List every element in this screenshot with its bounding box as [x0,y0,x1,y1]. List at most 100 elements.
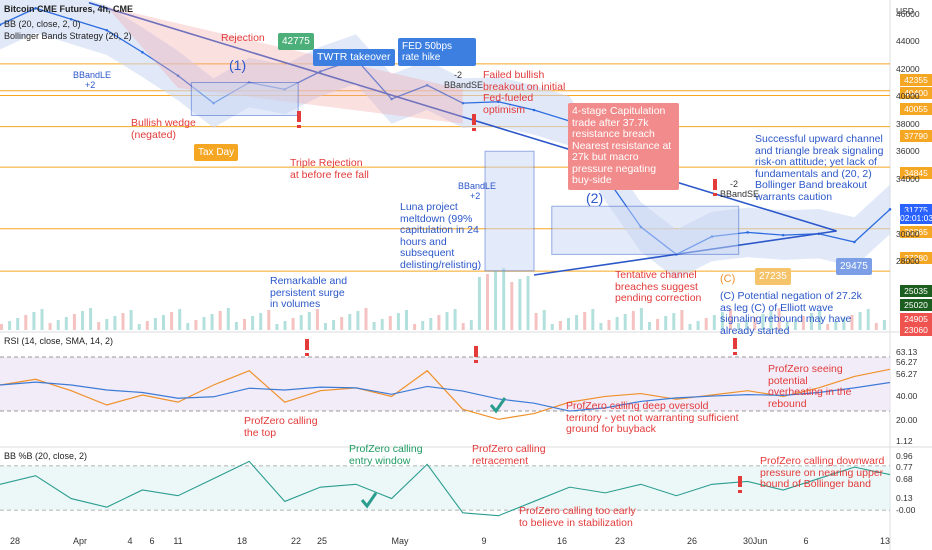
luna-drop-zone [484,150,535,272]
volume-bar [275,324,279,330]
volume-bar [607,320,611,330]
volume-bar [793,319,797,330]
bollinger-band-area [0,0,890,280]
volume-bar [89,308,93,330]
volume-bar [850,315,854,330]
volume-bar [137,324,141,330]
note-pz-early: ProfZero calling too early to believe in… [519,505,636,529]
volume-bar [615,317,619,330]
volume-bar [729,309,732,330]
note-potential-negation: (C) Potential negation of 27.2k as leg (… [720,290,862,337]
price-label: 37790 [900,130,932,142]
volume-bar [680,310,684,330]
rsi-label[interactable]: RSI (14, close, SMA, 14, 2) [4,336,114,346]
note-bullish-wedge: Bullish wedge (negated) [131,117,196,141]
volume-bar [631,311,635,330]
note-luna: Luna project meltdown (99% capitulation … [400,201,482,271]
price-tick-label: 34000 [896,173,920,184]
volume-bar [364,308,368,330]
volume-bar [777,308,781,330]
volume-bar [210,314,214,330]
price-point [141,50,144,54]
price-label: 34845 [900,167,932,179]
price-point [532,108,536,112]
price-label: 42355 [900,74,932,86]
volume-bar [153,318,157,330]
volume-bar [324,323,327,330]
bbandse-label-2: -2 BBandSE [720,179,760,199]
note-pz-top: ProfZero calling the top [244,415,318,439]
price-point [746,231,749,234]
volume-bar [218,311,222,330]
price-point [853,240,856,244]
price-point [176,74,180,77]
volume-bar [494,271,498,330]
volume-bar [810,313,813,330]
bb-percent-panel: 1.12 0.960.77 0.68 0.13 -0.00 [0,436,916,517]
price-label: 25035 [900,285,932,297]
volume-bar [186,323,190,330]
warning-mark-icon [733,352,737,355]
channel-1-zone [190,82,299,116]
warning-mark-icon [474,360,478,363]
volume-bar [251,316,255,330]
price-point [425,83,429,87]
volume-bar [866,309,870,330]
rsi-tick-label: 20.00 [896,415,918,425]
currency-label: USD [896,6,914,16]
price-tick-label: 30000 [896,228,920,239]
x-tick-label: 6 [149,536,154,546]
volume-bar [753,317,757,330]
label-29475: 29475 [836,258,872,275]
volume-bar [178,309,182,330]
volume-bar [226,308,230,330]
bbandle-label-1: BBandLE +2 [73,70,112,90]
volume-bar [502,268,506,330]
x-tick-label: 11 [173,536,182,546]
volume-bar [664,316,668,330]
volume-bar [243,319,246,330]
price-tick-label: 44000 [896,36,920,47]
volume-bar [745,320,749,330]
volume-bar [105,319,109,330]
note-pz-retrace: ProfZero calling retracement [472,443,546,467]
volume-bar [591,309,595,330]
x-axis: 28 Apr 4 6 11 18 22 25 May 9 16 23 26 30 Jun 6 13 [10,536,890,546]
volume-bar [421,321,425,330]
volume-bar [113,316,117,330]
volume-bar [769,311,773,330]
volume-bar [0,324,3,330]
warning-mark-icon [738,490,742,493]
rsi-band [0,357,890,411]
x-tick-label: 18 [237,536,247,546]
volume-bar [550,324,554,330]
volume-bar [834,321,838,330]
note-tentative-channel: Tentative channel breaches suggest pendi… [615,269,702,304]
volume-bar [121,313,125,330]
note-pz-downward: ProfZero calling downward pressure on ne… [760,455,885,490]
volume-bar [737,323,741,330]
volume-bar [534,313,538,330]
warning-mark-icon [713,179,717,190]
rsi-tick-label: 56.27 [896,357,918,367]
volume-bar [97,322,101,330]
note-rejection: Rejection [221,32,265,44]
volume-bar [283,321,287,330]
volume-bar [56,320,60,330]
volume-bar [380,319,384,330]
note-successful-break: Successful upward channel and triangle b… [755,133,884,203]
bbandle-label-2: BBandLE +2 [458,181,497,201]
warning-mark-icon [474,346,478,357]
descending-trend-line [88,1,837,232]
warning-mark-icon [472,128,476,131]
volume-bar [761,314,765,330]
bb-percent-label[interactable]: BB %B (20, close, 2) [4,451,88,461]
bb-strategy-label[interactable]: Bollinger Bands Strategy (20, 2) [4,31,132,41]
volume-bar [16,318,20,330]
bbandse-label-1: -2 BBandSE [444,70,484,90]
label-tax-day: Tax Day [194,144,239,161]
price-tick-label: 38000 [896,118,920,129]
bb-indicator-label[interactable]: BB (20, close, 2, 0) [4,19,81,29]
price-tick-label: 42000 [896,63,920,74]
